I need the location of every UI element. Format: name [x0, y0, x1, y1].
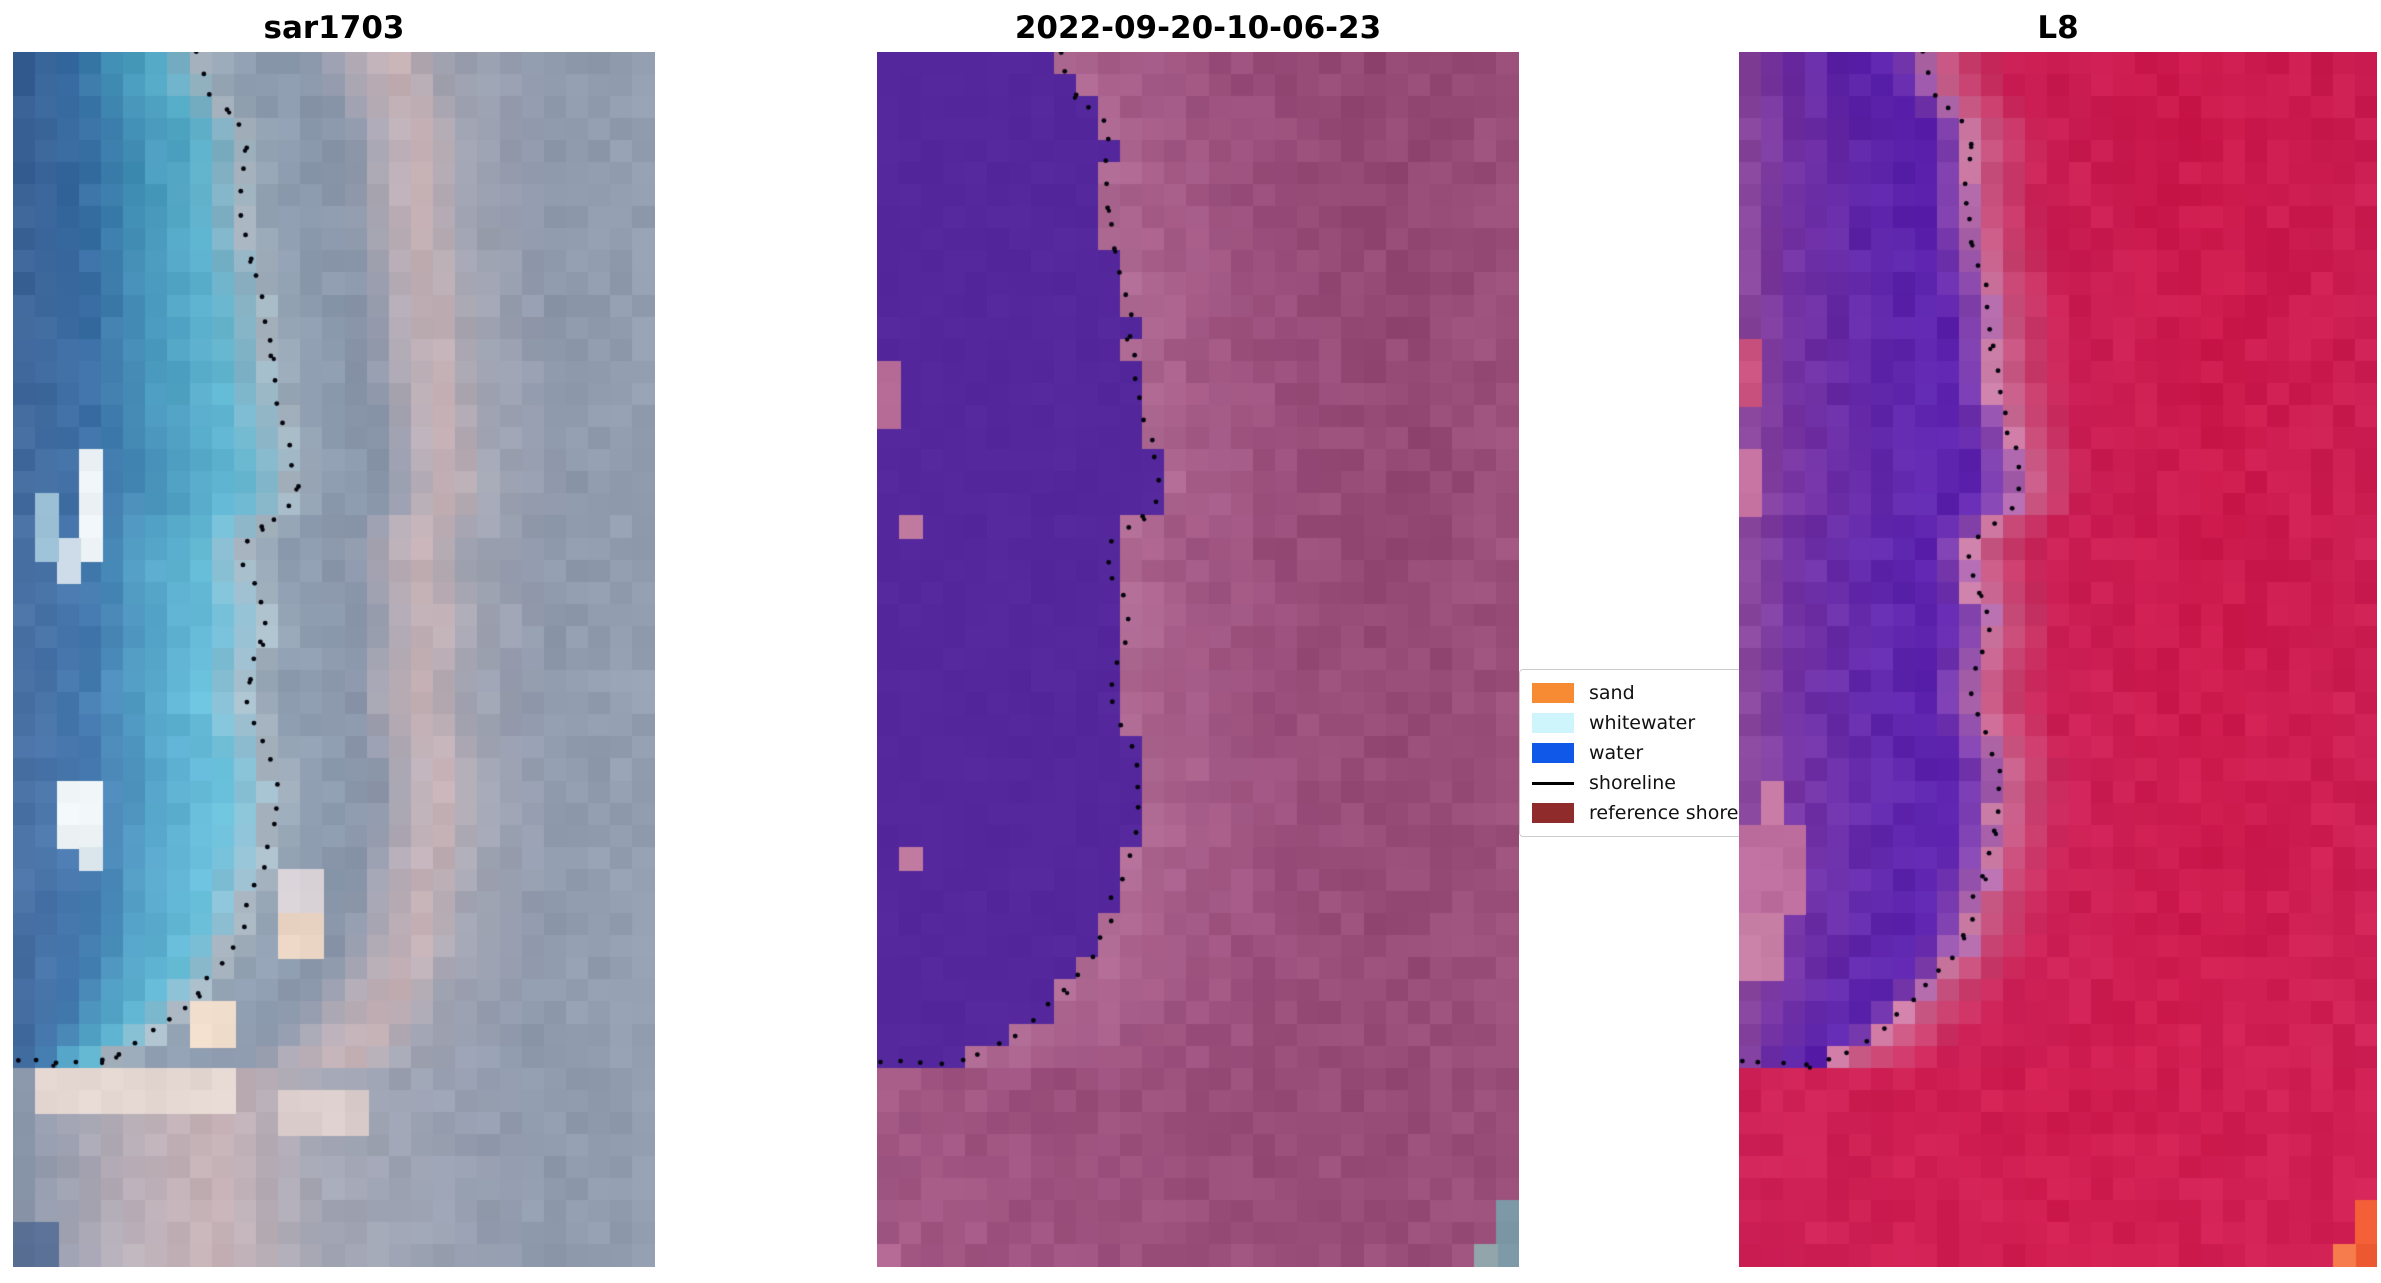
legend-label-shoreline: shoreline [1589, 772, 1676, 794]
panel-image-s2-date [877, 52, 1519, 1267]
legend-label-whitewater: whitewater [1589, 712, 1696, 734]
panel-title-l8: L8 [2037, 10, 2079, 46]
legend-swatch-water [1532, 743, 1574, 763]
legend-swatch-reference-shoreline [1532, 803, 1574, 823]
legend-item-reference-shoreline: reference shoreline [1532, 798, 1806, 828]
legend-label-reference-shoreline: reference shoreline [1589, 802, 1773, 824]
legend-swatch-sand [1532, 683, 1574, 703]
legend-item-shoreline: shoreline [1532, 768, 1806, 798]
legend-swatch-whitewater [1532, 713, 1574, 733]
legend-label-sand: sand [1589, 682, 1635, 704]
panel-image-l8 [1739, 52, 2377, 1267]
legend-swatch-shoreline-line [1532, 781, 1574, 785]
legend-item-water: water [1532, 738, 1806, 768]
panel-image-sar1703 [13, 52, 655, 1267]
panel-title-date: 2022-09-20-10-06-23 [1014, 10, 1382, 46]
legend-item-sand: sand [1532, 678, 1806, 708]
legend-item-whitewater: whitewater [1532, 708, 1806, 738]
legend-label-water: water [1589, 742, 1644, 764]
panel-title-sar1703: sar1703 [263, 10, 405, 46]
